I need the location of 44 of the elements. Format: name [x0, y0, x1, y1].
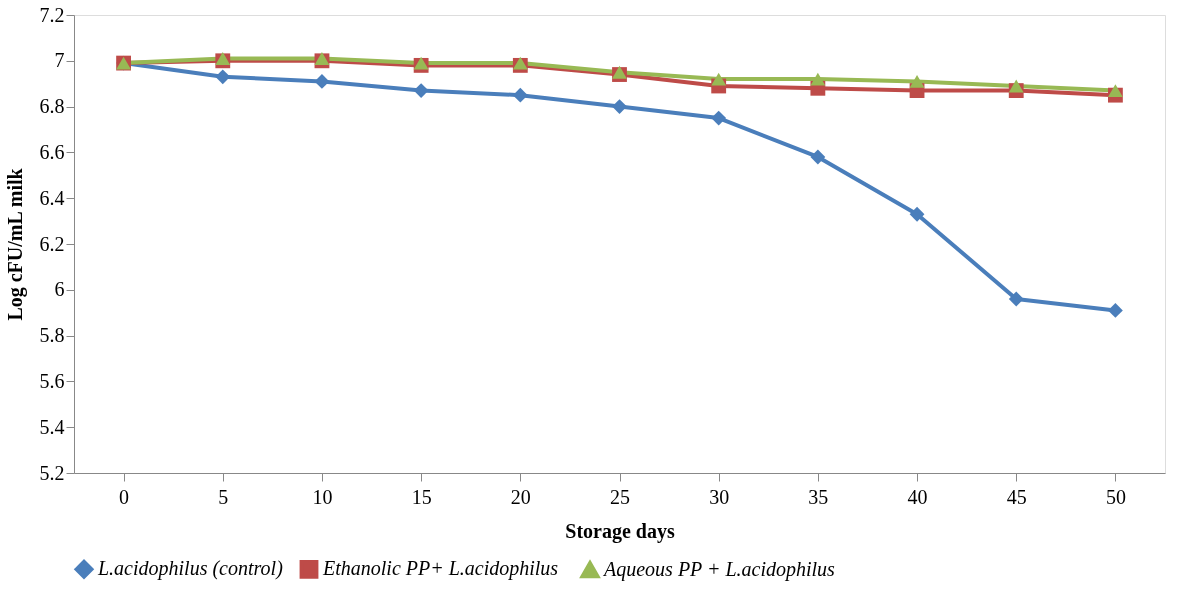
x-tick-label: 35: [808, 485, 829, 508]
point: [1008, 291, 1024, 307]
point: [810, 149, 826, 165]
point: [612, 99, 627, 115]
y-tick-label: 7.2: [39, 3, 65, 26]
x-tick-label: 10: [312, 485, 333, 508]
point: [314, 52, 330, 65]
x-axis-title: Storage days: [565, 519, 675, 543]
point: [314, 73, 330, 89]
y-axis-title: Log cFU/mL milk: [3, 167, 27, 321]
point: [215, 69, 231, 85]
point: [711, 72, 727, 86]
point: [810, 72, 826, 86]
y-tick-label: 6.4: [39, 186, 65, 209]
x-tick-label: 40: [907, 485, 928, 508]
point: [413, 83, 429, 98]
point: [909, 206, 925, 222]
x-tick-label: 15: [411, 485, 432, 508]
y-tick-label: 5.2: [39, 461, 65, 484]
point: [512, 87, 528, 103]
point: [909, 74, 925, 88]
y-tick-label: 6.6: [39, 140, 65, 163]
y-tick-label: 6.2: [39, 232, 65, 255]
point: [215, 52, 231, 65]
point: [1107, 302, 1123, 318]
x-tick-label: 0: [119, 485, 130, 508]
x-tick-label: 25: [610, 485, 630, 508]
point: [1008, 79, 1024, 93]
x-tick-label: 20: [510, 485, 531, 508]
x-tick-label: 30: [709, 485, 730, 508]
legend-label: Aqueous PP + L.acidophilus: [602, 557, 836, 581]
y-tick-label: 5.4: [39, 415, 65, 438]
legend-label: Ethanolic PP+ L.acidophilus: [322, 557, 559, 581]
y-tick-label: 6.8: [39, 95, 65, 118]
x-tick-label: 50: [1105, 485, 1126, 508]
legend-label: L.acidophilus (control): [97, 557, 284, 581]
x-tick-label: 45: [1006, 485, 1027, 508]
y-tick-label: 7: [54, 49, 65, 72]
point: [1107, 84, 1123, 97]
y-tick-label: 5.6: [39, 369, 65, 392]
y-tick-label: 5.8: [39, 324, 65, 347]
x-tick-label: 5: [218, 485, 229, 508]
point: [711, 110, 727, 126]
y-tick-label: 6: [54, 278, 65, 301]
